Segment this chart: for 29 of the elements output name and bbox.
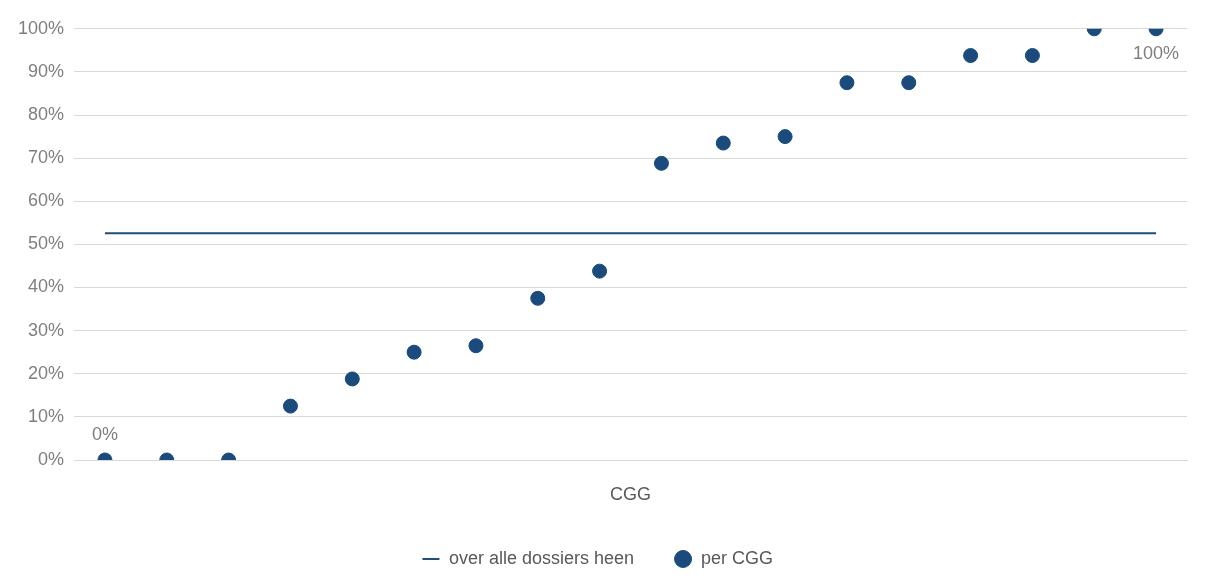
y-tick-label: 30% — [28, 319, 65, 340]
y-tick-label: 80% — [28, 104, 65, 125]
point — [592, 263, 608, 279]
point — [344, 371, 360, 387]
point — [901, 75, 917, 91]
y-tick-label: 70% — [28, 147, 65, 168]
point — [777, 129, 793, 145]
y-tick-label: 100% — [17, 17, 65, 38]
x-axis-title: CGG — [610, 484, 652, 505]
legend-label: per CGG — [701, 547, 774, 568]
point — [406, 344, 422, 360]
point — [653, 155, 669, 171]
point — [530, 290, 546, 306]
point — [715, 135, 731, 151]
point — [839, 75, 855, 91]
y-tick-label: 20% — [28, 362, 65, 383]
y-tick-label: 50% — [28, 233, 65, 254]
y-tick-label: 90% — [28, 60, 65, 81]
y-tick-label: 40% — [28, 276, 65, 297]
y-tick-label: 60% — [28, 190, 65, 211]
point — [963, 48, 979, 64]
point — [1024, 48, 1040, 64]
y-tick-label: 10% — [28, 405, 65, 426]
y-tick-label: 0% — [38, 448, 65, 469]
data-label: 100% — [1133, 42, 1180, 63]
legend-label: over alle dossiers heen — [448, 547, 635, 568]
data-label: 0% — [91, 423, 118, 444]
point — [282, 398, 298, 414]
point — [468, 338, 484, 354]
